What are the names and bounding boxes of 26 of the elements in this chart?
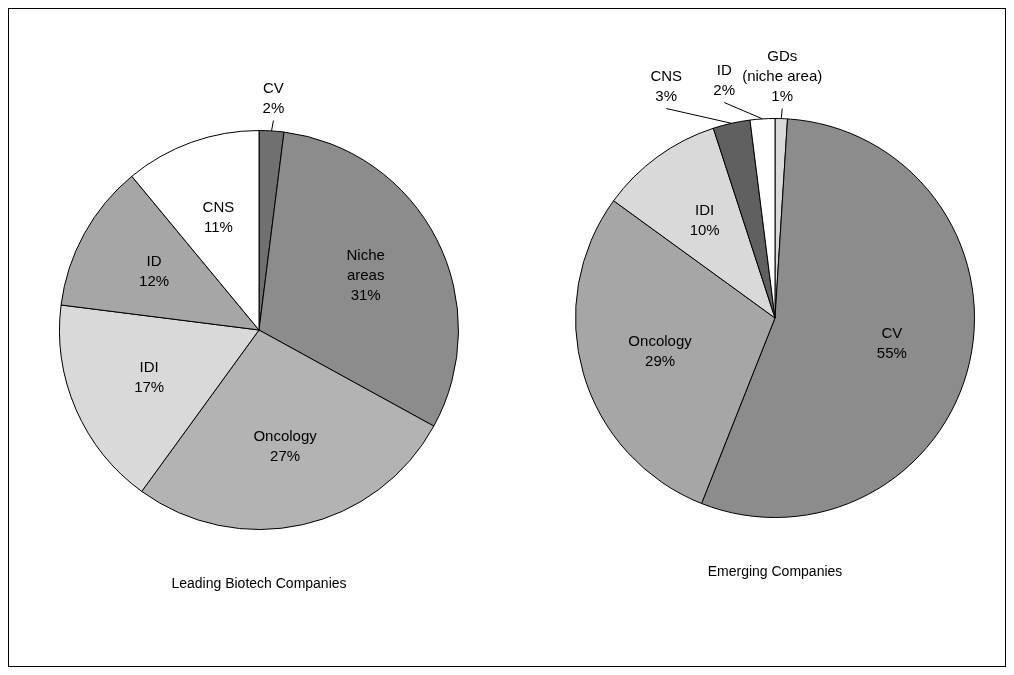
data-label: 2% [713,80,736,98]
slice-label: Oncology [253,426,318,444]
text: Emerging Companies [707,563,843,580]
slice-label: ID [146,252,162,270]
data-label: 3% [655,86,678,104]
data-label: 17% [134,377,165,395]
data-label: 31% [350,285,381,303]
slice-label: Niche areas [346,245,385,283]
slice-label: IDI [695,201,715,219]
data-label: 2% [262,98,285,116]
text: Leading Biotech Companies [171,575,347,592]
slice-label: CV [881,324,903,342]
data-label: 55% [876,344,907,362]
data-label: 1% [771,86,794,104]
slice-label: CV [262,78,284,96]
slice-label: Oncology [628,331,693,349]
slice-label: IDI [139,357,159,375]
slice-label: CNS [650,66,683,84]
slice-label: ID [716,60,732,78]
data-label: 10% [689,221,720,239]
data-label: 12% [139,272,170,290]
data-label: 27% [270,446,301,464]
data-label: 29% [645,351,676,369]
slice-label: CNS [202,197,235,215]
slice-label: GDs (niche area) [742,46,823,84]
data-label: 11% [203,217,233,235]
